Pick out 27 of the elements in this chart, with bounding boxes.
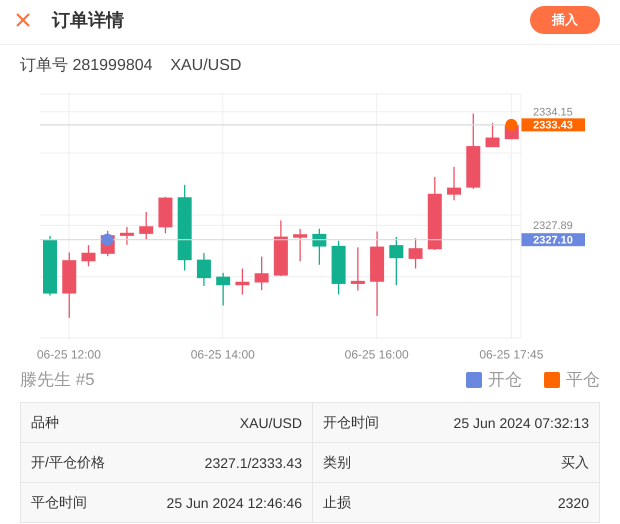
candlestick [254,256,269,291]
chart-title: 订单详情 [52,9,124,32]
x-tick-label: 06-25 14:00 [190,348,256,362]
candlestick [447,166,462,201]
insert-button: 插入 [530,6,600,34]
chart-subtitle: 订单号 281999804 XAU/USD [20,56,242,76]
legend-label: 开仓 [488,369,522,391]
candlestick [216,272,230,306]
candlestick [139,211,154,240]
candlestick [350,246,365,292]
x-tick-label: 06-25 17:45 [479,348,544,362]
candlestick [486,122,500,148]
x-tick-label: 06-25 12:00 [36,348,102,362]
candlestick [81,244,96,267]
candlestick [408,238,423,270]
ref-line-label: 2333.43 [533,120,573,132]
y-tick-label: 2327.89 [533,220,573,232]
candlestick [293,228,308,262]
text: 滕先生 #5 [20,369,95,391]
legend-label: 平仓 [566,369,600,391]
y-tick-label: 2334.15 [533,106,573,119]
candlestick [389,236,404,286]
details-table: 品种 XAU/USD 开仓时间 25 Jun 2024 07:32:13 开/平仓价格 2327.1/2333.43 类别 买入 平仓时间 25 Jun 2024 12:46:46 止损 2320 [20,402,600,523]
candlestick [120,226,134,246]
candlestick [196,252,211,287]
ref-line-label: 2327.10 [533,234,573,247]
x-tick-label: 06-25 16:00 [344,348,410,362]
